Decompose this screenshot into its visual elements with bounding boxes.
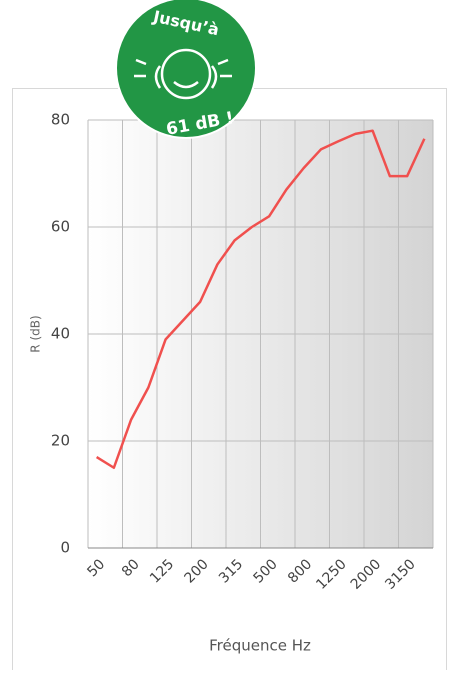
y-tick-label: 40 [51,325,70,343]
badge-face [134,48,232,100]
y-tick-label: 20 [51,432,70,450]
y-tick-label: 60 [51,218,70,236]
badge: Jusqu’à 61 dB ! [115,0,257,140]
y-axis-label: R (dB) [29,315,43,352]
y-tick-label: 0 [60,539,70,557]
badge-circle [115,0,257,139]
y-tick-label: 80 [51,111,70,129]
x-axis-label: Fréquence Hz [209,637,311,655]
line [95,129,426,469]
